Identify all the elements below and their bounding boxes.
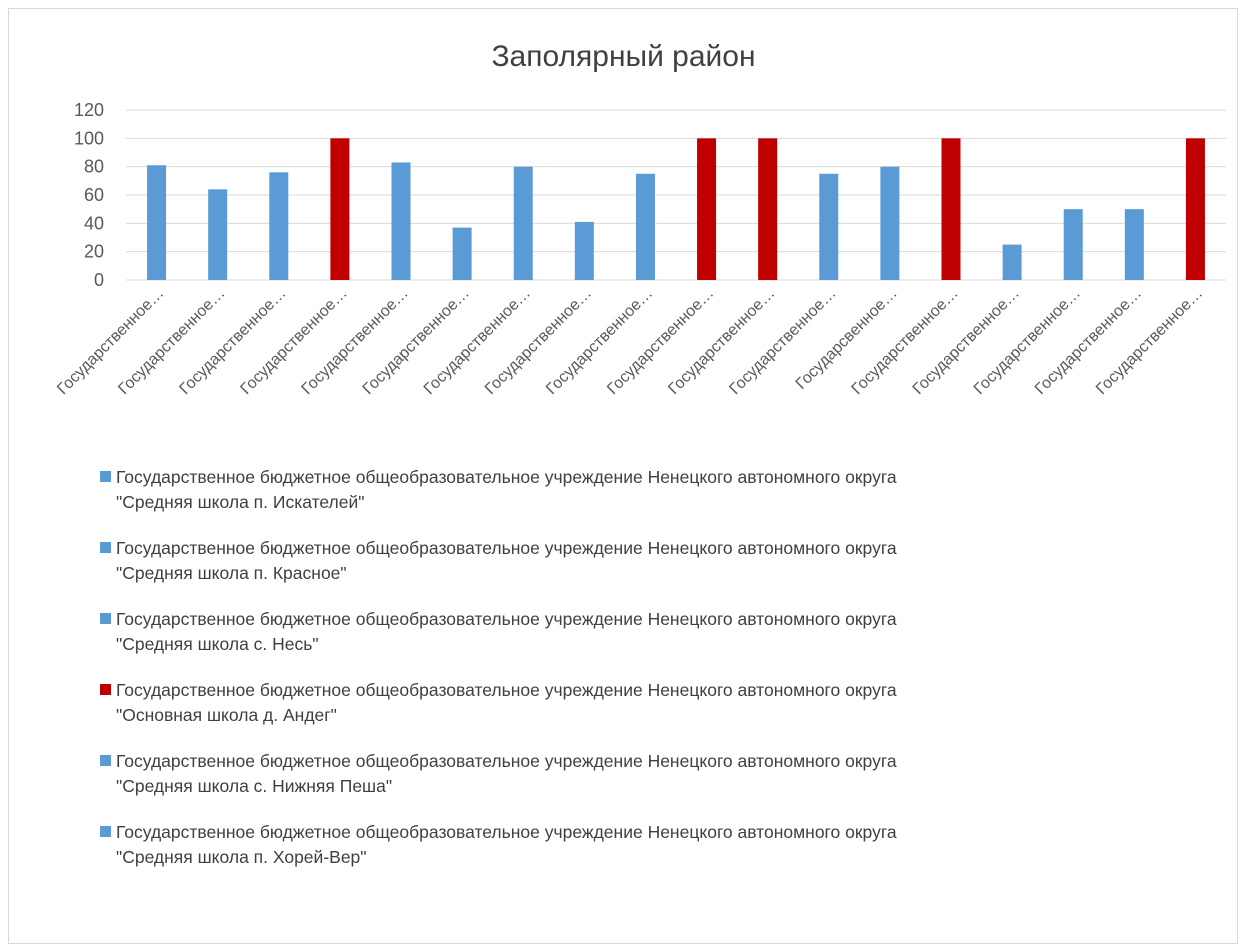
legend-swatch	[100, 471, 111, 482]
bar	[635, 173, 655, 280]
y-tick-label: 40	[84, 213, 104, 233]
x-tick-label: Государственное…	[299, 285, 412, 398]
legend-swatch	[100, 755, 111, 766]
x-tick-label: Государственное…	[1093, 285, 1206, 398]
x-tick-label: Государственное…	[176, 285, 289, 398]
y-tick-label: 0	[94, 270, 104, 290]
x-tick-label: Государственное…	[421, 285, 534, 398]
x-tick-label: Государственное…	[54, 285, 167, 398]
bar	[452, 227, 472, 280]
y-tick-label: 100	[74, 128, 104, 148]
legend-label: Государственное бюджетное общеобразовате…	[116, 822, 897, 867]
legend-item: Государственное бюджетное общеобразовате…	[100, 465, 1140, 515]
legend-label: Государственное бюджетное общеобразовате…	[116, 538, 897, 583]
y-tick-label: 20	[84, 242, 104, 262]
x-tick-label: Государственное…	[910, 285, 1023, 398]
bar	[1063, 209, 1083, 280]
y-tick-label: 80	[84, 157, 104, 177]
x-tick-label: Государсвенное…	[793, 285, 901, 393]
bar	[1002, 244, 1022, 280]
bar	[391, 162, 411, 280]
x-tick-label: Государственное…	[360, 285, 473, 398]
x-tick-label: Государственное…	[115, 285, 228, 398]
x-tick-label: Государственное…	[482, 285, 595, 398]
y-tick-label: 60	[84, 185, 104, 205]
chart-frame	[8, 8, 1238, 944]
x-tick-label: Государственное…	[604, 285, 717, 398]
x-tick-label: Государственное…	[543, 285, 656, 398]
legend-label: Государственное бюджетное общеобразовате…	[116, 609, 897, 654]
x-tick-label: Государственное…	[238, 285, 351, 398]
bar	[1124, 209, 1144, 280]
x-tick-label: Государственное…	[726, 285, 839, 398]
bar	[330, 138, 350, 280]
bar-chart: 020406080100120Государственное…Государст…	[54, 100, 1226, 398]
bar	[758, 138, 778, 280]
x-tick-label: Государственное…	[1032, 285, 1145, 398]
legend-label: Государственное бюджетное общеобразовате…	[116, 467, 897, 512]
legend-swatch	[100, 613, 111, 624]
bar	[208, 189, 228, 280]
legend-swatch	[100, 826, 111, 837]
bar	[147, 165, 167, 280]
legend-label: Государственное бюджетное общеобразовате…	[116, 680, 897, 725]
x-tick-label: Государственное…	[971, 285, 1084, 398]
bar	[513, 166, 533, 280]
y-tick-label: 120	[74, 100, 104, 120]
bar	[269, 172, 289, 280]
legend-item: Государственное бюджетное общеобразовате…	[100, 678, 1140, 728]
legend-swatch	[100, 542, 111, 553]
legend-swatch	[100, 684, 111, 695]
bar	[697, 138, 717, 280]
bar	[941, 138, 961, 280]
chart-legend: Государственное бюджетное общеобразовате…	[100, 465, 1140, 891]
bar	[819, 173, 839, 280]
bar	[1185, 138, 1205, 280]
legend-item: Государственное бюджетное общеобразовате…	[100, 749, 1140, 799]
chart-title: Заполярный район	[491, 40, 756, 73]
legend-item: Государственное бюджетное общеобразовате…	[100, 536, 1140, 586]
bar	[574, 221, 594, 280]
bar	[880, 166, 900, 280]
x-tick-label: Государственное…	[665, 285, 778, 398]
legend-label: Государственное бюджетное общеобразовате…	[116, 751, 897, 796]
legend-item: Государственное бюджетное общеобразовате…	[100, 607, 1140, 657]
legend-item: Государственное бюджетное общеобразовате…	[100, 820, 1140, 870]
x-tick-label: Государственное…	[849, 285, 962, 398]
